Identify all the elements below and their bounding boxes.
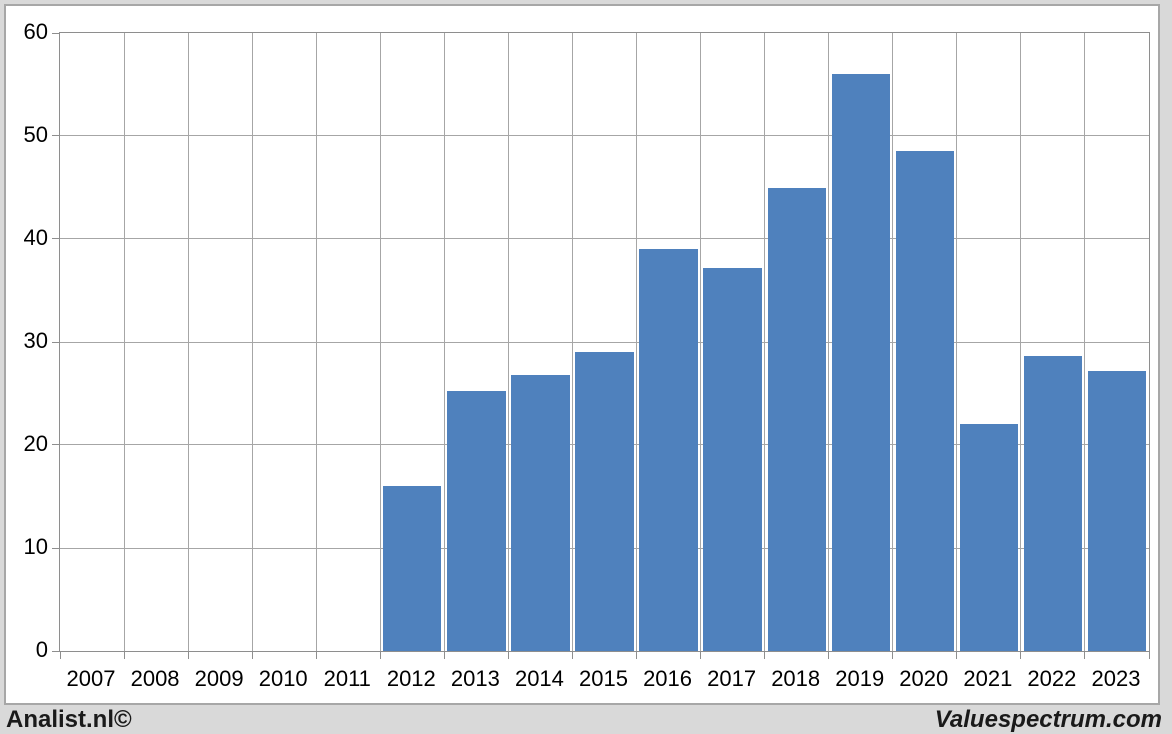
- x-axis-tick: [956, 652, 958, 659]
- x-axis-label: 2012: [386, 666, 436, 691]
- bar-2016: [639, 249, 698, 651]
- x-axis-tick: [1084, 652, 1086, 659]
- bar-2021: [959, 424, 1018, 651]
- bar-2020: [895, 151, 954, 651]
- x-axis-label: 2021: [963, 666, 1013, 691]
- gridline-vertical: [315, 33, 317, 651]
- gridline-vertical: [507, 33, 509, 651]
- y-axis-tick: [52, 547, 60, 549]
- gridline-horizontal: [60, 341, 1149, 343]
- x-axis-tick: [59, 652, 61, 659]
- bar-2023: [1087, 370, 1147, 651]
- y-axis-label: 40: [23, 225, 48, 250]
- x-axis-label: 2022: [1027, 666, 1077, 691]
- gridline-vertical: [956, 33, 958, 651]
- bar-2014: [511, 374, 570, 651]
- bar-2017: [703, 267, 762, 651]
- x-axis-label: 2020: [899, 666, 949, 691]
- gridline-horizontal: [60, 135, 1149, 137]
- gridline-vertical: [123, 33, 125, 651]
- y-axis-label: 20: [23, 431, 48, 456]
- x-axis-tick: [1020, 652, 1022, 659]
- x-axis-label: 2016: [643, 666, 693, 691]
- y-axis-label: 60: [23, 19, 48, 44]
- x-axis-label: 2018: [771, 666, 821, 691]
- gridline-vertical: [1084, 33, 1086, 651]
- y-axis-label: 50: [23, 122, 48, 147]
- bar-2018: [767, 187, 826, 651]
- x-axis-label: 2010: [258, 666, 308, 691]
- x-axis-tick: [571, 652, 573, 659]
- y-axis-tick: [52, 32, 60, 34]
- x-axis-tick: [700, 652, 702, 659]
- gridline-horizontal: [60, 238, 1149, 240]
- y-axis-label: 0: [35, 637, 48, 662]
- y-axis-tick: [52, 238, 60, 240]
- plot-area: [52, 32, 1150, 659]
- x-axis-label: 2011: [323, 666, 371, 691]
- gridline-vertical: [187, 33, 189, 651]
- x-axis-label: 2019: [835, 666, 885, 691]
- y-axis-label: 10: [23, 534, 48, 559]
- bar-2015: [575, 352, 634, 651]
- brand-valuespectrum: Valuespectrum.com: [934, 705, 1162, 733]
- x-axis-tick: [443, 652, 445, 659]
- brand-analist: Analist.nl©: [6, 705, 132, 733]
- gridline-vertical: [700, 33, 702, 651]
- footer-bar: Analist.nl© Valuespectrum.com: [0, 705, 1172, 734]
- gridline-vertical: [251, 33, 253, 651]
- x-axis-tick: [507, 652, 509, 659]
- x-axis-tick: [892, 652, 894, 659]
- x-axis-label: 2007: [66, 666, 116, 691]
- y-axis-tick: [52, 650, 60, 652]
- x-axis-label: 2013: [450, 666, 500, 691]
- y-axis: 0 10 20 30 40 50 60: [6, 21, 52, 661]
- x-axis-tick: [315, 652, 317, 659]
- bar-2012: [383, 486, 442, 651]
- x-axis-label: 2017: [707, 666, 757, 691]
- y-axis-tick: [52, 341, 60, 343]
- gridline-vertical: [443, 33, 445, 651]
- gridline-vertical: [892, 33, 894, 651]
- x-axis-tick: [636, 652, 638, 659]
- x-axis-tick: [828, 652, 830, 659]
- x-axis-tick: [251, 652, 253, 659]
- chart-frame: 0 10 20 30 40 50 60 2007 2008 2009 2010 2011 2012 20…: [4, 4, 1160, 705]
- gridline-vertical: [828, 33, 830, 651]
- y-axis-tick: [52, 135, 60, 137]
- y-axis-label: 30: [23, 328, 48, 353]
- x-axis-tick: [764, 652, 766, 659]
- x-axis-label: 2023: [1091, 666, 1141, 691]
- x-axis-tick: [123, 652, 125, 659]
- gridline-vertical: [379, 33, 381, 651]
- x-axis-label: 2015: [579, 666, 628, 691]
- x-axis-tick: [1148, 652, 1150, 659]
- x-axis: 2007 2008 2009 2010 2011 2012 2013 2014 2015 2016…: [59, 664, 1148, 694]
- bar-2019: [831, 74, 890, 651]
- y-axis-tick: [52, 444, 60, 446]
- gridline-vertical: [764, 33, 766, 651]
- x-axis-label: 2009: [194, 666, 244, 691]
- bar-2022: [1023, 356, 1083, 651]
- gridline-vertical: [571, 33, 573, 651]
- gridline-vertical: [636, 33, 638, 651]
- x-axis-tick: [187, 652, 189, 659]
- x-axis-label: 2014: [514, 666, 564, 691]
- x-axis-tick: [379, 652, 381, 659]
- x-axis-label: 2008: [130, 666, 180, 691]
- gridline-vertical: [1020, 33, 1022, 651]
- bar-2013: [447, 391, 506, 651]
